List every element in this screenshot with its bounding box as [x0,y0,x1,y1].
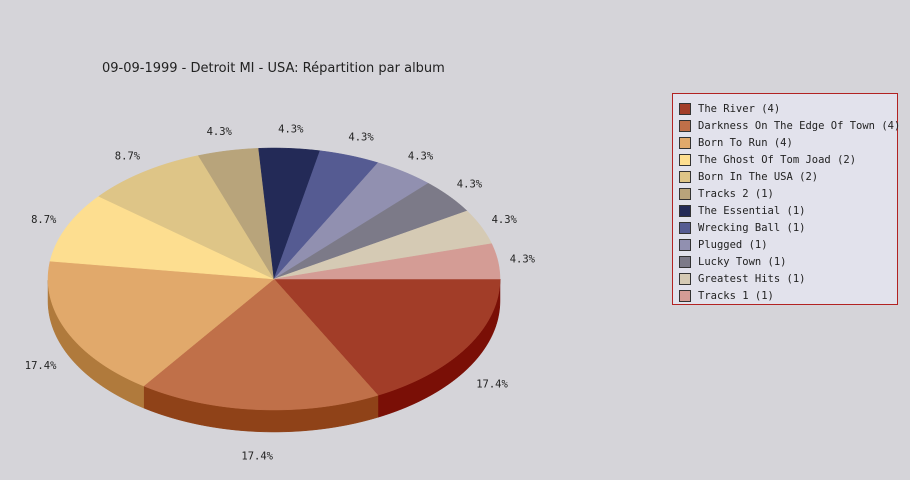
legend-label: Born In The USA (2) [698,170,819,183]
pie-slice-8 [273,162,429,280]
legend-swatch [679,187,691,200]
pie-pct-label-6: 4.3% [278,123,304,135]
legend-label: Wrecking Ball (1) [698,221,806,234]
legend-swatch [679,119,691,132]
chart-title: 09-09-1999 - Detroit MI - USA: Répartiti… [102,61,445,76]
legend-swatch [679,255,691,268]
pie-slice-10 [273,210,492,280]
pie-slice-3 [49,196,275,280]
legend-label: Tracks 1 (1) [698,289,774,302]
pie-pct-label-10: 4.3% [492,214,518,226]
legend-item: Darkness On The Edge Of Town (4) [679,117,901,134]
pie-pct-label-7: 4.3% [348,132,374,144]
legend-item: The River (4) [679,100,897,117]
legend-label: Born To Run (4) [698,136,793,149]
legend-item: Tracks 1 (1) [679,287,897,304]
pie-slice-4 [98,155,275,280]
legend-swatch [679,204,691,217]
legend-label: Lucky Town (1) [698,255,787,268]
legend: The River (4) Darkness On The Edge Of Tow… [672,93,901,305]
pie-slice-2 [47,260,275,387]
legend-swatch [679,238,691,251]
pie-slice-5 [197,148,275,280]
legend-swatch [679,221,691,234]
legend-item: Born To Run (4) [679,134,897,151]
pie-pct-label-9: 4.3% [457,179,483,191]
pie-slice-11 [273,243,501,280]
pie-pct-label-3: 8.7% [31,214,57,226]
pie-pct-label-1: 17.4% [241,451,273,463]
legend-label: Plugged (1) [698,238,768,251]
legend-label: Tracks 2 (1) [698,187,774,200]
legend-item: Plugged (1) [679,236,897,253]
pie-pct-label-2: 17.4% [25,360,57,372]
legend-swatch [679,170,691,183]
legend-swatch [679,153,691,166]
legend-item: Wrecking Ball (1) [679,219,897,236]
pie-top [47,147,501,411]
pie-slice-1 [143,278,379,411]
pie-pct-label-11: 4.3% [510,253,536,265]
legend-label: The Essential (1) [698,204,806,217]
legend-item: Lucky Town (1) [679,253,897,270]
legend-item: Born In The USA (2) [679,168,897,185]
legend-swatch [679,136,691,149]
pie-slice-7 [273,150,379,280]
legend-item: Greatest Hits (1) [679,270,897,287]
pie-slice-9 [273,182,468,280]
pie-pct-label-0: 17.4% [476,379,508,391]
legend-label: The River (4) [698,102,781,115]
legend-item: The Essential (1) [679,202,897,219]
legend-label: The Ghost Of Tom Joad (2) [698,153,857,166]
pie-slice-6 [258,147,321,280]
pie-pct-label-4: 8.7% [115,151,141,163]
legend-item: Tracks 2 (1) [679,185,897,202]
pie-slice-0 [273,278,501,396]
legend-swatch [679,289,691,302]
legend-swatch [679,102,691,115]
legend-label: Darkness On The Edge Of Town (4) [698,119,901,132]
legend-item: The Ghost Of Tom Joad (2) [679,151,897,168]
pie-pct-label-5: 4.3% [207,126,233,138]
pie-labels: 17.4% 17.4% 17.4% 8.7% 8.7% 4.3% 4.3% 4.3% 4.3% 4… [25,123,536,462]
pie-pct-label-8: 4.3% [408,151,434,163]
legend-label: Greatest Hits (1) [698,272,806,285]
legend-swatch [679,272,691,285]
